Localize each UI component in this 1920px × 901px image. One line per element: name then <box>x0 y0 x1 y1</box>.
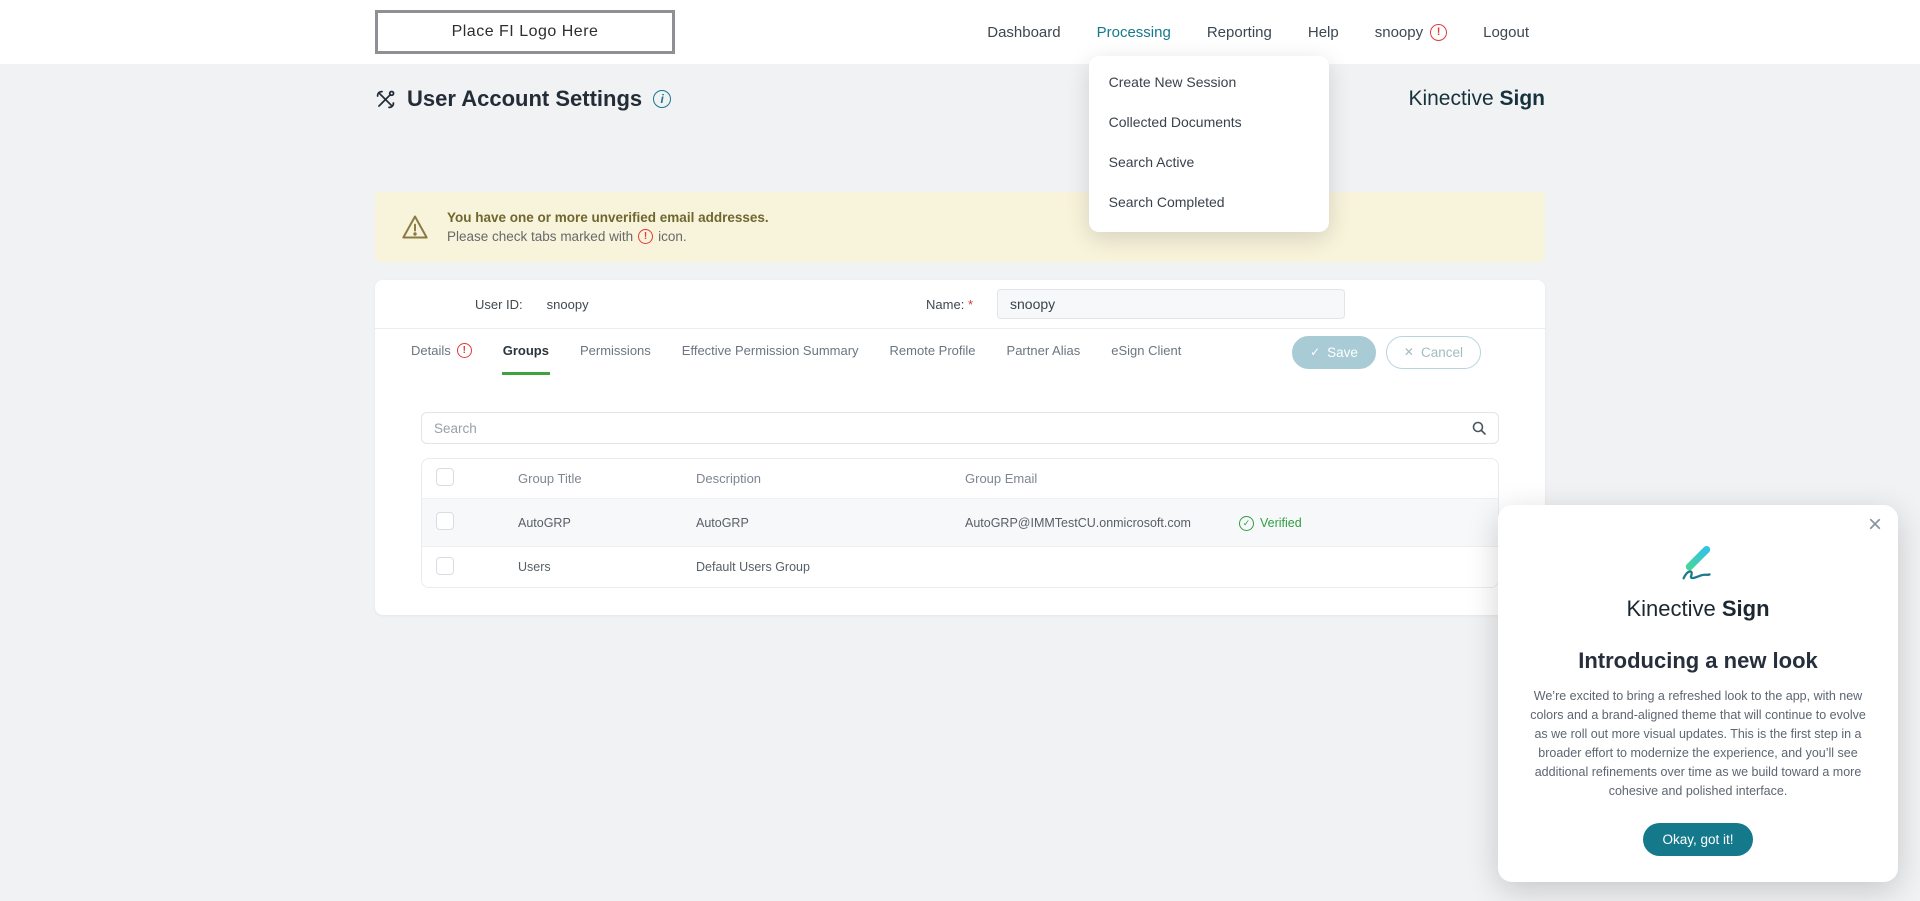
search-bar <box>421 412 1499 444</box>
check-icon: ✓ <box>1310 345 1321 359</box>
cell-group-email: AutoGRP@IMMTestCU.onmicrosoft.com <box>965 515 1191 530</box>
row-checkbox[interactable] <box>436 556 454 575</box>
nav-processing[interactable]: Processing <box>1096 23 1171 41</box>
banner-alert-icon: ! <box>638 229 654 244</box>
nav-reporting[interactable]: Reporting <box>1206 23 1272 41</box>
popup-heading: Introducing a new look <box>1578 648 1818 673</box>
popup-body: We’re excited to bring a refreshed look … <box>1530 689 1866 798</box>
identity-row: User ID: snoopy Name: * <box>375 280 1545 328</box>
okay-button[interactable]: Okay, got it! <box>1643 823 1753 856</box>
warning-banner: You have one or more unverified email ad… <box>375 192 1545 262</box>
x-icon: ✕ <box>1403 345 1414 359</box>
table-header-row: Group Title Description Group Email <box>422 459 1498 499</box>
search-input[interactable] <box>421 412 1499 444</box>
title-row: User Account Settings i Kinective Sign <box>375 86 1545 112</box>
main-content: User Account Settings i Kinective Sign Y… <box>375 86 1545 615</box>
cell-group-title: Users <box>518 560 551 574</box>
fi-logo-text: Place FI Logo Here <box>451 23 599 40</box>
warning-triangle-icon <box>402 215 428 239</box>
tabs-row: Details ! Groups Permissions Effective P… <box>375 329 1545 375</box>
nav-processing-wrap: Processing Create New Session Collected … <box>1088 0 1329 232</box>
verified-badge: ✓ Verified <box>1239 515 1302 531</box>
save-button[interactable]: ✓ Save <box>1292 335 1376 369</box>
nav-logout[interactable]: Logout <box>1483 23 1529 41</box>
info-icon[interactable]: i <box>653 90 672 108</box>
close-icon[interactable]: × <box>1867 511 1882 538</box>
banner-line1: You have one or more unverified email ad… <box>447 210 769 225</box>
user-alert-icon: ! <box>1430 23 1448 41</box>
cell-group-title: AutoGRP <box>518 515 571 530</box>
top-nav: Dashboard Processing Create New Session … <box>987 0 1545 232</box>
nav-dashboard[interactable]: Dashboard <box>987 23 1061 41</box>
user-id-label: User ID: <box>475 296 523 312</box>
brand-kinective-sign: Kinective Sign <box>1408 87 1545 111</box>
tab-permissions[interactable]: Permissions <box>579 343 651 358</box>
kinective-sign-pen-logo <box>1682 545 1711 580</box>
nav-user[interactable]: snoopy ! <box>1374 23 1448 41</box>
search-icon[interactable] <box>1471 420 1487 436</box>
groups-panel: Group Title Description Group Email Auto… <box>375 412 1545 588</box>
groups-table: Group Title Description Group Email Auto… <box>421 458 1499 588</box>
required-mark: * <box>967 296 973 312</box>
nav-user-label: snoopy <box>1374 23 1424 41</box>
menu-item-collected-documents[interactable]: Collected Documents <box>1108 114 1242 130</box>
verified-check-icon: ✓ <box>1239 515 1254 531</box>
menu-item-create-new-session[interactable]: Create New Session <box>1108 74 1237 90</box>
header-group-email: Group Email <box>965 471 1038 486</box>
tab-details[interactable]: Details ! <box>410 329 473 375</box>
table-row: Users Default Users Group <box>422 547 1498 587</box>
name-label: Name: * <box>926 296 973 312</box>
tab-groups[interactable]: Groups <box>501 329 550 375</box>
user-settings-card: User ID: snoopy Name: * Details ! Groups… <box>375 280 1545 615</box>
cell-description: Default Users Group <box>696 560 810 574</box>
brand-regular: Kinective <box>1408 87 1494 110</box>
tab-remote-profile[interactable]: Remote Profile <box>889 343 976 358</box>
nav-help[interactable]: Help <box>1307 23 1339 41</box>
popup-brand: Kinective Sign <box>1626 596 1770 621</box>
banner-line2: Please check tabs marked with ! icon. <box>447 229 687 244</box>
select-all-checkbox[interactable] <box>436 468 454 486</box>
header-group-title: Group Title <box>518 471 582 486</box>
cancel-button[interactable]: ✕ Cancel <box>1385 335 1481 369</box>
top-bar: Place FI Logo Here Dashboard Processing … <box>0 0 1920 232</box>
banner-text: You have one or more unverified email ad… <box>447 210 769 244</box>
tools-icon <box>376 90 395 108</box>
page-title: User Account Settings <box>407 86 643 111</box>
tab-partner-alias[interactable]: Partner Alias <box>1006 343 1081 358</box>
fi-logo-placeholder: Place FI Logo Here <box>375 10 675 54</box>
name-input[interactable] <box>997 289 1345 319</box>
menu-item-search-active[interactable]: Search Active <box>1108 154 1195 170</box>
brand-bold: Sign <box>1499 87 1546 110</box>
announcement-popup: × Kinective Sign Introducing a new look … <box>1498 505 1898 882</box>
tab-esign-client[interactable]: eSign Client <box>1111 343 1182 358</box>
tab-effective-permission-summary[interactable]: Effective Permission Summary <box>681 343 859 358</box>
details-alert-icon: ! <box>456 343 472 358</box>
header-description: Description <box>696 471 762 486</box>
row-checkbox[interactable] <box>436 512 454 530</box>
user-id-value: snoopy <box>546 296 589 312</box>
menu-item-search-completed[interactable]: Search Completed <box>1108 194 1225 210</box>
cell-description: AutoGRP <box>696 515 749 530</box>
divider <box>375 328 1545 329</box>
processing-dropdown-menu: Create New Session Collected Documents S… <box>1088 56 1329 232</box>
table-row: AutoGRP AutoGRP AutoGRP@IMMTestCU.onmicr… <box>422 499 1498 547</box>
